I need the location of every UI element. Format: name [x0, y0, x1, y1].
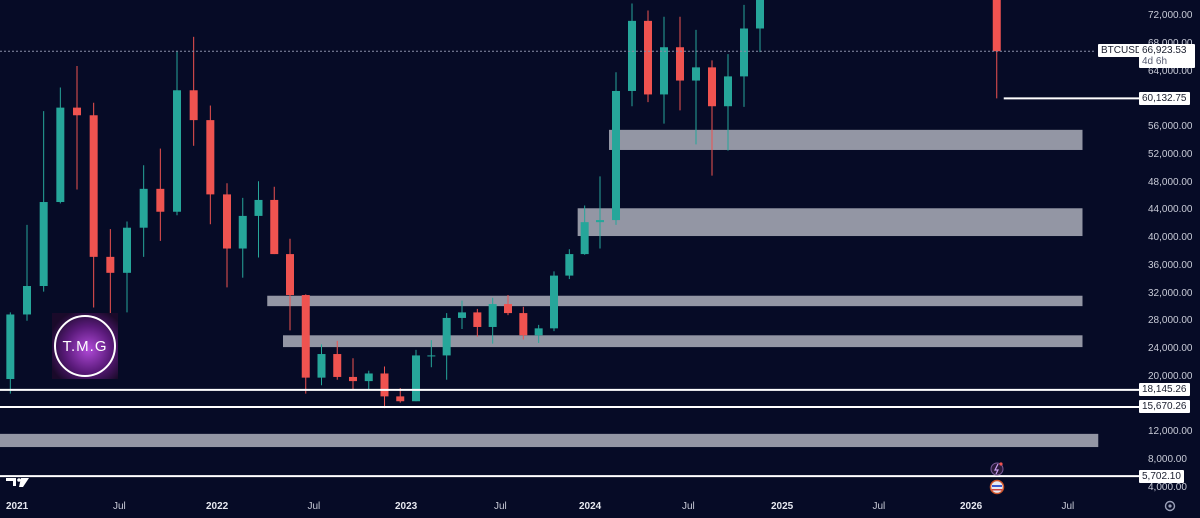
- candle-body: [708, 67, 716, 107]
- candle-body: [504, 304, 512, 314]
- tmg-logo: T.M.G: [52, 313, 118, 379]
- candle-body: [317, 354, 326, 378]
- candle-body: [301, 295, 310, 378]
- level-price-label: 15,670.26: [1139, 400, 1190, 414]
- time-axis-tick: Jul: [113, 501, 126, 512]
- candle-body: [488, 304, 497, 327]
- price-axis-tick: 72,000.00: [1148, 10, 1193, 21]
- current-price-label: 66,923.53 4d 6h: [1139, 44, 1195, 68]
- candle-body: [550, 275, 558, 329]
- candle-body: [628, 20, 636, 91]
- candle-body: [992, 0, 1001, 52]
- candle-body: [254, 199, 263, 216]
- level-price-label: 60,132.75: [1139, 91, 1190, 105]
- supply-demand-zone: [609, 129, 1083, 150]
- price-axis-tick: 68,000.00: [1148, 38, 1193, 49]
- bar-countdown: 4d 6h: [1142, 56, 1168, 67]
- candle-body: [596, 220, 604, 223]
- time-axis-tick: 2026: [960, 501, 983, 512]
- candle-body: [473, 312, 482, 327]
- level-price-label: 5,702.10: [1139, 469, 1184, 483]
- candle-body: [442, 317, 451, 356]
- price-axis-tick: 12,000.00: [1148, 426, 1193, 438]
- price-axis-tick: 44,000.00: [1148, 204, 1193, 216]
- candle-body: [756, 0, 764, 29]
- candle-body: [206, 120, 215, 195]
- candle-body: [519, 313, 528, 336]
- candle-body: [349, 376, 357, 382]
- tradingview-logo[interactable]: [6, 478, 29, 487]
- tmg-logo-text: T.M.G: [54, 315, 116, 377]
- candle-body: [286, 254, 294, 296]
- supply-demand-zone: [0, 433, 1099, 448]
- price-axis-tick: 4,000.00: [1148, 482, 1187, 493]
- price-axis-tick: 24,000.00: [1148, 343, 1193, 355]
- candle-body: [189, 90, 198, 121]
- candle-body: [6, 314, 15, 380]
- price-axis-tick: 52,000.00: [1148, 148, 1193, 160]
- event-lightning-icon[interactable]: [990, 462, 1004, 476]
- candle-body: [676, 47, 684, 81]
- candle-body: [89, 115, 98, 257]
- candle-body: [173, 90, 181, 212]
- time-axis-tick: 2024: [579, 501, 602, 512]
- candle-body: [724, 76, 732, 107]
- candle-body: [123, 227, 131, 273]
- current-price-value: 66,923.53: [1142, 45, 1187, 56]
- level-price-label: 18,145.26: [1139, 383, 1190, 397]
- candle-body: [380, 373, 389, 397]
- candle-body: [612, 90, 620, 221]
- candle-body: [106, 256, 115, 273]
- candle-body: [73, 107, 81, 116]
- time-axis-tick: Jul: [872, 501, 886, 512]
- time-axis-tick: Jul: [494, 501, 507, 512]
- price-axis-tick: 36,000.00: [1148, 259, 1193, 271]
- time-axis-tick: 2025: [771, 501, 794, 512]
- time-axis-tick: Jul: [307, 501, 321, 512]
- price-axis-tick: 48,000.00: [1148, 176, 1193, 188]
- candle-body: [660, 47, 668, 95]
- price-axis-tick: 56,000.00: [1148, 121, 1193, 133]
- price-axis-tick: 8,000.00: [1148, 454, 1187, 466]
- price-axis-tick: 32,000.00: [1148, 287, 1193, 299]
- candle-body: [23, 286, 31, 315]
- candle-body: [39, 202, 48, 287]
- time-axis-tick: 2022: [206, 501, 229, 512]
- time-axis-tick: Jul: [1061, 501, 1075, 512]
- price-axis-tick: 28,000.00: [1148, 315, 1193, 327]
- supply-demand-zone: [267, 295, 1083, 307]
- price-axis-tick: 20,000.00: [1148, 370, 1193, 382]
- us-flag-event-icon[interactable]: [989, 479, 1005, 495]
- candle-body: [270, 199, 279, 255]
- candle-body: [56, 107, 65, 203]
- settings-gear-icon[interactable]: [1164, 500, 1176, 512]
- candle-body: [364, 373, 373, 382]
- candle-body: [396, 396, 405, 402]
- candle-body: [534, 328, 543, 336]
- candle-body: [238, 215, 247, 249]
- time-axis-tick: 2021: [6, 501, 29, 512]
- price-axis-tick: 64,000.00: [1148, 65, 1193, 77]
- candle-body: [333, 354, 342, 377]
- candle-body: [427, 355, 436, 357]
- time-axis-tick: Jul: [682, 501, 695, 512]
- supply-demand-zone: [283, 335, 1083, 348]
- candle-body: [565, 254, 574, 276]
- candle-body: [644, 20, 652, 95]
- candle-body: [692, 67, 700, 81]
- supply-demand-zone: [577, 208, 1083, 237]
- price-axis-tick: 40,000.00: [1148, 232, 1193, 244]
- candle-body: [458, 312, 466, 318]
- candle-body: [740, 28, 748, 77]
- candle-body: [139, 188, 148, 228]
- symbol-label: BTCUSD: [1098, 44, 1146, 57]
- candle-body: [580, 222, 589, 255]
- time-axis-tick: 2023: [395, 501, 418, 512]
- candle-body: [156, 188, 165, 212]
- candle-body: [223, 194, 231, 249]
- candle-body: [412, 355, 420, 402]
